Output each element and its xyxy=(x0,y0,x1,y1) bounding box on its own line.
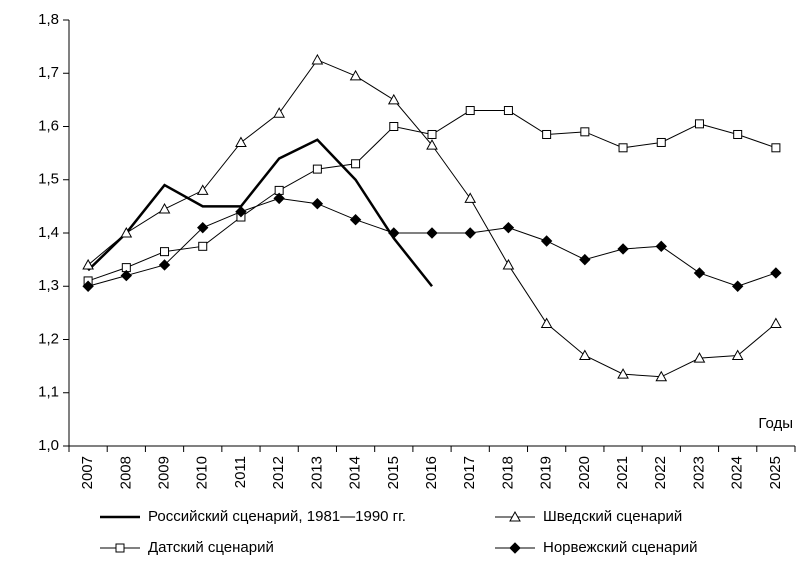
x-tick-label: 2020 xyxy=(576,456,593,489)
x-tick-label: 2011 xyxy=(232,456,249,488)
x-tick-label: 2017 xyxy=(461,456,478,489)
legend-label: Норвежский сценарий xyxy=(543,539,698,556)
data-point xyxy=(578,349,591,360)
data-point xyxy=(160,247,170,257)
data-point xyxy=(465,106,475,116)
data-point xyxy=(273,192,285,205)
data-point xyxy=(235,205,247,218)
data-point xyxy=(540,317,553,329)
data-point xyxy=(655,370,668,382)
data-point xyxy=(656,137,666,147)
y-tick-label: 1,1 xyxy=(38,384,59,401)
legend-label: Российский сценарий, 1981—1990 гг. xyxy=(148,508,406,525)
data-point xyxy=(426,227,438,239)
x-axis-annotation: Годы xyxy=(758,415,793,432)
series-line xyxy=(87,59,777,378)
data-point xyxy=(464,227,476,239)
x-tick-label: 2021 xyxy=(614,456,631,489)
series-line xyxy=(87,138,433,288)
x-tick-label: 2009 xyxy=(155,456,172,489)
legend-marker xyxy=(509,510,521,522)
data-point xyxy=(617,243,629,255)
data-point xyxy=(694,119,704,129)
data-point xyxy=(731,349,744,360)
legend-marker xyxy=(509,542,521,554)
x-tick-label: 2025 xyxy=(767,456,784,489)
data-point xyxy=(426,139,438,150)
y-tick-label: 1,3 xyxy=(38,277,59,294)
data-point xyxy=(120,226,133,238)
data-point xyxy=(542,129,552,139)
y-tick-label: 1,8 xyxy=(38,11,59,28)
x-tick-label: 2019 xyxy=(538,456,555,489)
data-point xyxy=(617,368,629,379)
data-point xyxy=(770,317,782,329)
data-point xyxy=(540,235,553,247)
data-point xyxy=(387,93,400,105)
data-point xyxy=(198,241,208,251)
legend-marker xyxy=(115,543,125,553)
legend-label: Шведский сценарий xyxy=(543,508,682,525)
data-point xyxy=(771,143,781,153)
data-point xyxy=(349,69,362,81)
data-point xyxy=(693,267,706,279)
data-point xyxy=(351,159,361,169)
data-point xyxy=(502,258,515,270)
data-point xyxy=(197,221,209,234)
data-point xyxy=(311,53,324,65)
data-point xyxy=(273,107,286,118)
x-tick-label: 2022 xyxy=(652,456,669,489)
data-point xyxy=(580,127,590,137)
data-point xyxy=(312,164,322,174)
data-point xyxy=(731,280,744,292)
data-point xyxy=(120,269,133,282)
data-point xyxy=(158,203,171,214)
x-tick-label: 2010 xyxy=(194,456,211,489)
x-tick-label: 2023 xyxy=(690,456,707,489)
data-point xyxy=(311,198,324,210)
data-point xyxy=(349,213,362,226)
y-tick-label: 1,0 xyxy=(38,437,59,454)
data-point xyxy=(158,259,171,271)
legend-label: Датский сценарий xyxy=(148,539,274,556)
x-tick-label: 2007 xyxy=(79,456,96,489)
data-point xyxy=(733,129,743,139)
x-tick-label: 2024 xyxy=(729,456,746,489)
data-point xyxy=(502,221,515,234)
data-point xyxy=(196,184,209,195)
x-tick-label: 2012 xyxy=(270,456,287,489)
data-point xyxy=(82,280,94,292)
data-point xyxy=(693,352,706,363)
data-point xyxy=(579,253,591,266)
data-point xyxy=(618,143,628,153)
series-line xyxy=(87,197,777,287)
y-tick-label: 1,5 xyxy=(38,171,59,188)
x-tick-label: 2015 xyxy=(385,456,402,489)
y-tick-label: 1,6 xyxy=(38,117,59,134)
x-tick-label: 2016 xyxy=(423,456,440,489)
x-tick-label: 2018 xyxy=(499,456,516,489)
data-point xyxy=(389,122,399,131)
x-tick-label: 2014 xyxy=(347,456,364,489)
data-point xyxy=(770,267,782,279)
data-point xyxy=(503,106,513,116)
y-tick-label: 1,7 xyxy=(38,64,59,81)
data-point xyxy=(388,227,400,239)
x-tick-label: 2008 xyxy=(117,456,134,489)
data-point xyxy=(82,258,94,270)
y-tick-label: 1,4 xyxy=(38,224,59,241)
y-tick-label: 1,2 xyxy=(38,330,59,347)
x-tick-label: 2013 xyxy=(308,456,325,489)
data-point xyxy=(464,192,477,203)
data-point xyxy=(427,129,437,139)
data-point xyxy=(655,240,667,253)
data-point xyxy=(235,136,247,147)
